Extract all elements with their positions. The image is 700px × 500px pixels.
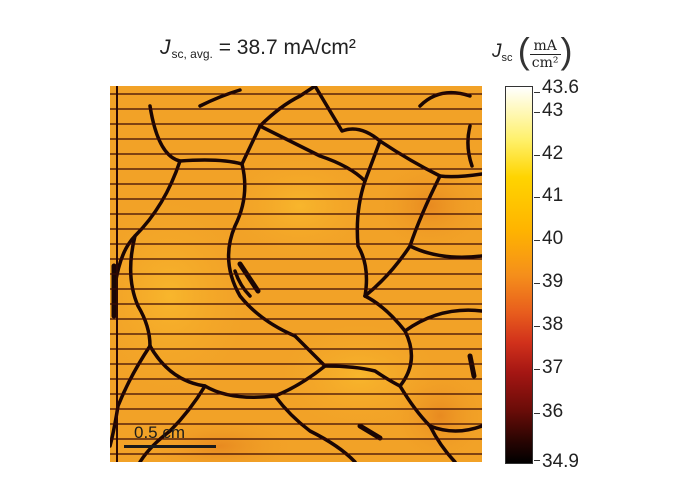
colorbar-tick-label: 38 [542,314,564,335]
figure-title: Jsc, avg. = 38.7 mA/cm² [160,36,460,66]
jsc-map-image [110,86,482,462]
title-value: = 38.7 mA/cm² [212,36,356,59]
finger-gridlines [110,93,482,455]
colorbar-tick-label: 40 [542,228,564,249]
colorbar-tick-min [534,460,540,461]
colorbar-tick-label: 37 [542,357,564,378]
colorbar-tick-max [534,92,540,93]
colorbar-tick [534,283,540,284]
colorbar-tick [534,326,540,327]
title-subscript: sc, avg. [171,47,213,61]
colorbar-tick-label: 36 [542,401,564,422]
colorbar-tick [534,155,540,156]
colorbar-symbol: J [492,41,502,62]
colorbar-tick [534,413,540,414]
colorbar [505,86,533,464]
scale-bar-label: 0.5 cm [134,423,186,442]
colorbar-tick-label: 41 [542,185,564,206]
colorbar-tick-label: 39 [542,271,564,292]
colorbar-title: Jsc (mA cm²) [492,30,612,80]
colorbar-tick [534,369,540,370]
unit-numerator: mA [529,38,561,55]
colorbar-tick [534,197,540,198]
paren-left: ( [517,30,530,71]
colorbar-min-label: 34.9 [542,451,579,472]
colorbar-tick [534,112,540,113]
jsc-map-svg [110,86,482,462]
unit-denominator: cm² [531,55,559,71]
colorbar-max-label: 43.6 [542,77,579,98]
scale-bar [124,445,216,448]
unit-fraction: mA cm² [529,38,561,71]
title-symbol: J [160,36,171,59]
colorbar-tick-label: 43 [542,100,564,121]
colorbar-subscript: sc [501,52,513,64]
colorbar-tick-label: 42 [542,143,564,164]
colorbar-tick [534,240,540,241]
paren-right: ) [560,30,573,71]
